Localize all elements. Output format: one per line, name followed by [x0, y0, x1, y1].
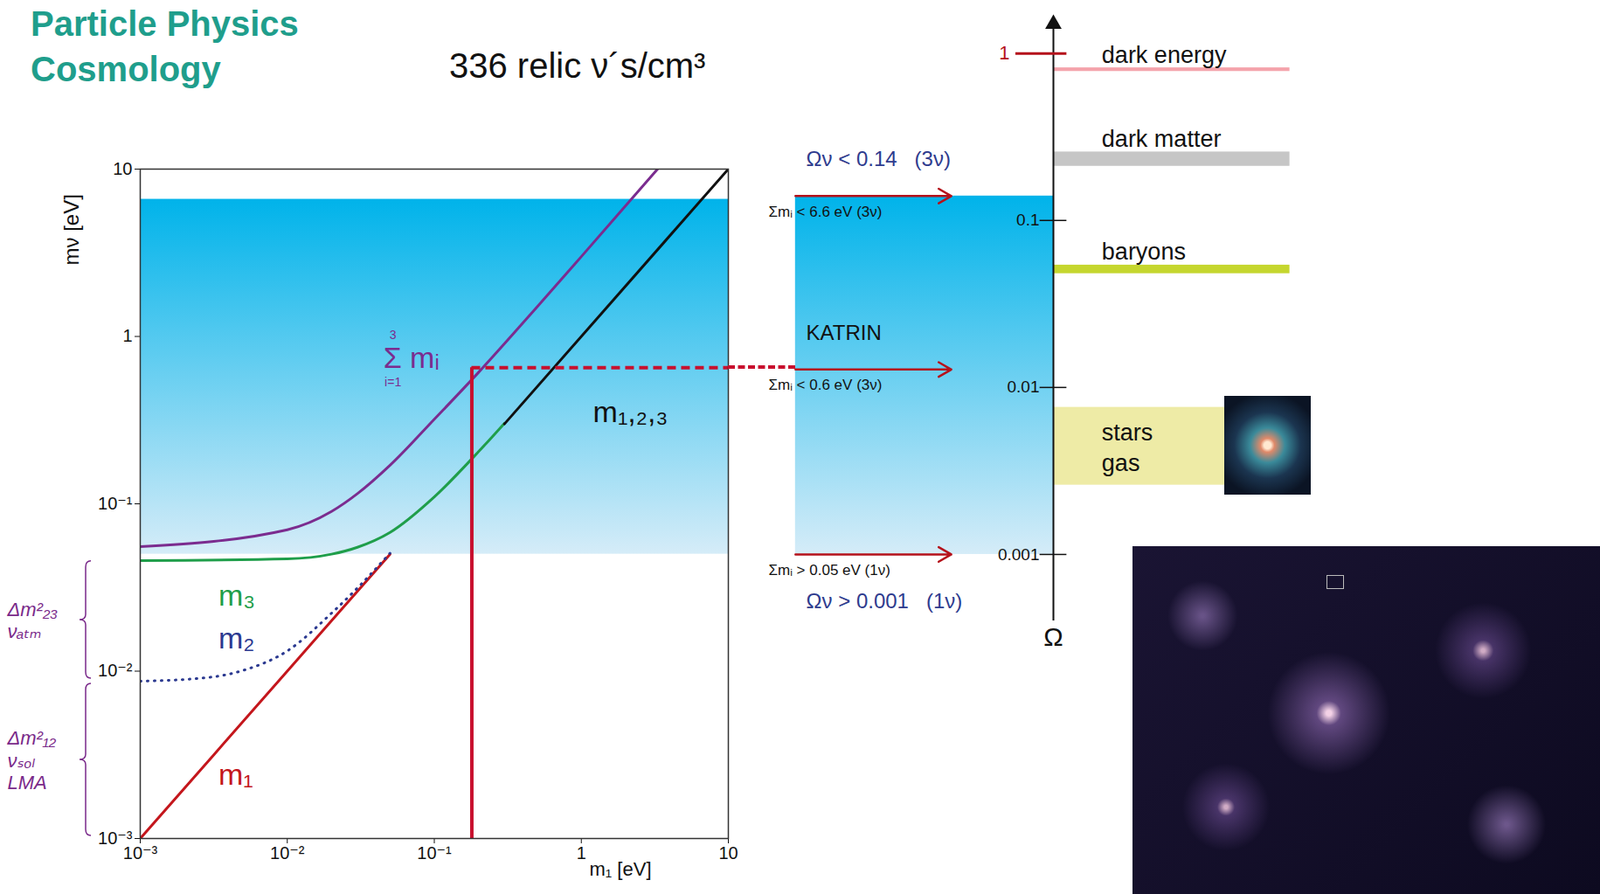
svg-text:dark energy: dark energy [1101, 41, 1227, 69]
svg-text:10: 10 [112, 159, 132, 179]
svg-text:m₁: m₁ [218, 757, 254, 791]
svg-text:Σmᵢ < 6.6 eV (3ν): Σmᵢ < 6.6 eV (3ν) [768, 203, 883, 221]
svg-text:10⁻²: 10⁻² [97, 660, 133, 680]
svg-text:m₃: m₃ [218, 578, 256, 612]
svg-text:i=1: i=1 [384, 374, 402, 389]
svg-text:1: 1 [576, 843, 587, 863]
svg-text:Δm²₁₂νₛₒₗLMA: Δm²₁₂νₛₒₗLMA [6, 727, 57, 794]
svg-text:Σ mᵢ: Σ mᵢ [383, 340, 440, 375]
svg-text:dark matter: dark matter [1101, 125, 1222, 153]
svg-text:Ων < 0.14 (3ν): Ων < 0.14 (3ν) [806, 146, 951, 171]
svg-text:m₁ [eV]: m₁ [eV] [589, 858, 652, 880]
svg-text:10⁻¹: 10⁻¹ [97, 493, 133, 513]
svg-text:10: 10 [718, 843, 738, 863]
svg-text:KATRIN: KATRIN [806, 320, 882, 345]
svg-text:3: 3 [389, 327, 397, 342]
svg-text:10⁻³: 10⁻³ [97, 828, 133, 848]
svg-text:0.001: 0.001 [997, 545, 1040, 564]
html-text:336 relic ν´s/cm³: 336 relic ν´s/cm³ [449, 46, 706, 85]
svg-text:baryons: baryons [1101, 238, 1186, 265]
svg-text:m₂: m₂ [218, 621, 256, 655]
svg-text:0.1: 0.1 [1016, 210, 1039, 229]
svg-text:1: 1 [998, 41, 1010, 64]
svg-text:Δm²₂₃νₐₜₘ: Δm²₂₃νₐₜₘ [6, 598, 59, 643]
svg-text:m₁,₂,₃: m₁,₂,₃ [593, 394, 669, 429]
svg-text:10⁻²: 10⁻² [270, 843, 305, 863]
svg-text:mν [eV]: mν [eV] [59, 193, 84, 265]
svg-text:Σmᵢ < 0.6 eV (3ν): Σmᵢ < 0.6 eV (3ν) [768, 376, 883, 394]
svg-text:10⁻³: 10⁻³ [123, 843, 159, 863]
html-text:Cosmology: Cosmology [30, 49, 221, 89]
svg-text:1: 1 [122, 325, 132, 346]
html-text:Particle Physics: Particle Physics [30, 4, 299, 43]
svg-text:Ων > 0.001 (1ν): Ων > 0.001 (1ν) [806, 588, 963, 612]
svg-text:Ω: Ω [1043, 622, 1063, 652]
svg-text:Σmᵢ > 0.05 eV (1ν): Σmᵢ > 0.05 eV (1ν) [768, 561, 891, 579]
svg-text:starsgas: starsgas [1101, 419, 1154, 477]
svg-text:0.01: 0.01 [1007, 377, 1040, 396]
svg-text:10⁻¹: 10⁻¹ [416, 843, 452, 863]
